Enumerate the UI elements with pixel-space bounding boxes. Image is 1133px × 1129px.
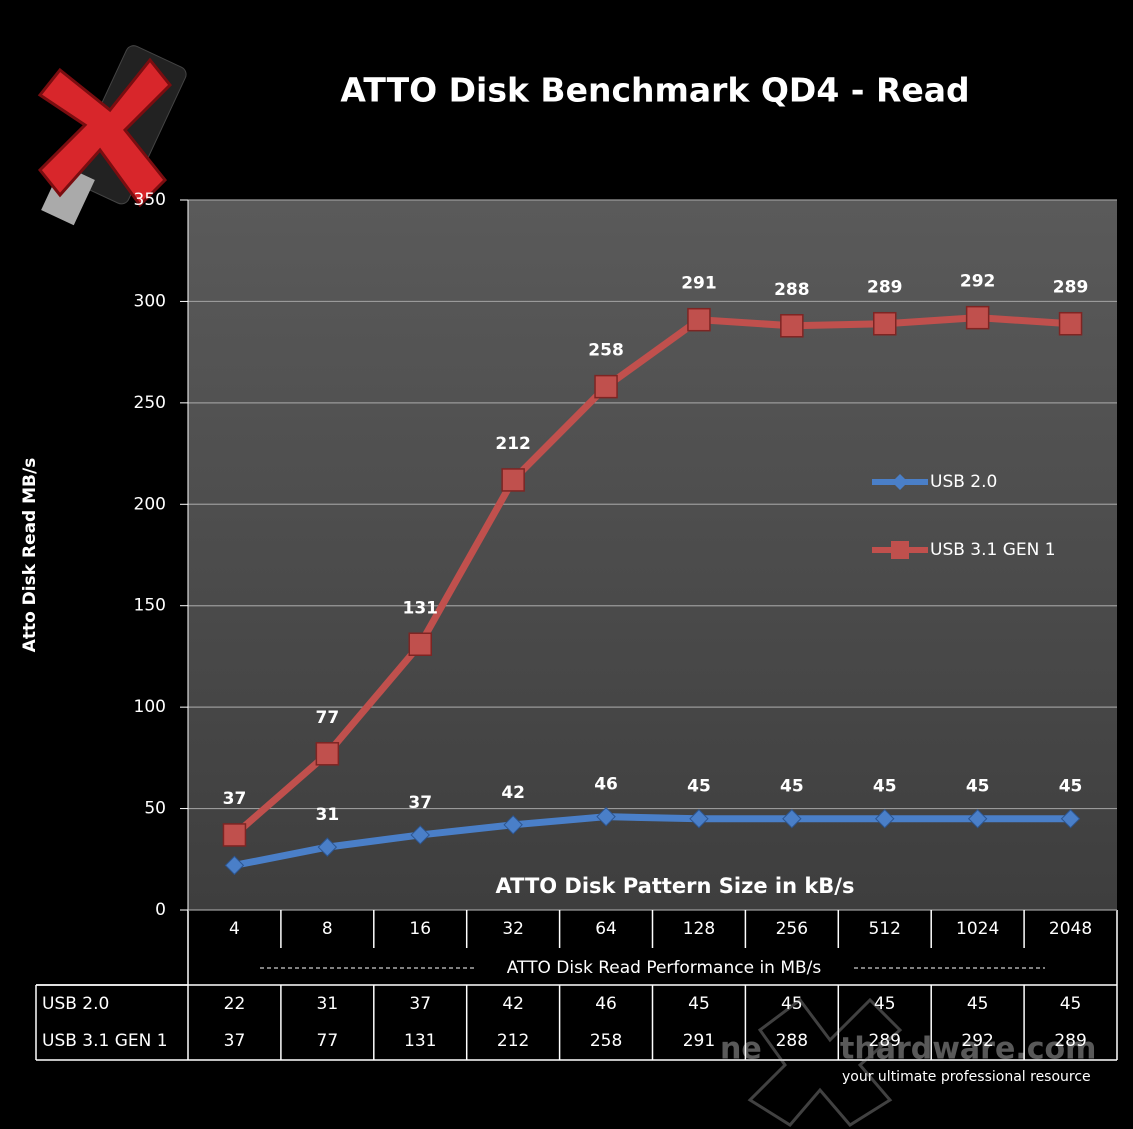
logo	[37, 45, 187, 226]
x-tick-label: 8	[322, 919, 333, 939]
table-cell: 288	[776, 1031, 808, 1051]
table-cell: 46	[595, 994, 617, 1014]
x-tick-label: 1024	[956, 919, 999, 939]
watermark: ne thardware.com	[720, 997, 1096, 1127]
y-tick-label: 350	[134, 190, 166, 210]
table-cell: 45	[781, 994, 803, 1014]
table-cell: 289	[1054, 1031, 1086, 1051]
data-point	[965, 305, 990, 330]
x-tick-label: 512	[869, 919, 901, 939]
data-point	[1058, 311, 1083, 336]
data-label: 288	[774, 280, 810, 300]
x-tick-label: 64	[595, 919, 617, 939]
data-label: 45	[873, 777, 897, 797]
y-tick-label: 50	[144, 799, 166, 819]
y-axis-label: Atto Disk Read MB/s	[20, 458, 40, 653]
data-point	[317, 837, 338, 857]
table-cell: 37	[409, 994, 431, 1014]
data-label: 45	[966, 777, 990, 797]
x-tick-label: 32	[502, 919, 524, 939]
table-cell: 37	[224, 1031, 246, 1051]
data-point	[408, 632, 432, 657]
table-cell: 45	[1060, 994, 1082, 1014]
table-cell: 131	[404, 1031, 436, 1051]
legend-label: USB 2.0	[930, 472, 997, 492]
table-cell: 212	[497, 1031, 529, 1051]
table-title: ATTO Disk Read Performance in MB/s	[507, 958, 822, 978]
table-cell: 45	[967, 994, 989, 1014]
data-point	[873, 311, 897, 336]
data-point	[594, 374, 618, 399]
data-label: 45	[1059, 777, 1083, 797]
data-point	[782, 809, 802, 829]
data-label: 31	[316, 805, 340, 825]
data-point	[503, 815, 523, 835]
legend-marker	[892, 474, 908, 490]
data-label: 42	[501, 783, 525, 803]
series-line	[233, 813, 1071, 869]
y-tick-label: 100	[134, 697, 166, 717]
data-label: 291	[681, 274, 717, 294]
y-tick-label: 300	[134, 291, 166, 311]
data-point	[315, 742, 340, 766]
x-tick-label: 2048	[1049, 919, 1092, 939]
data-point	[224, 855, 245, 876]
data-point	[222, 823, 247, 847]
data-point	[501, 468, 525, 492]
data-label: 37	[408, 793, 432, 813]
table-cell: 22	[224, 994, 246, 1014]
data-point	[780, 314, 804, 338]
watermark-tagline: your ultimate professional resource	[842, 1069, 1091, 1085]
table-cell: 292	[961, 1031, 993, 1051]
table-cell: 77	[317, 1031, 339, 1051]
data-label: 77	[316, 708, 340, 728]
y-tick-label: 150	[134, 596, 166, 616]
x-tick-label: 256	[776, 919, 808, 939]
x-axis-label: ATTO Disk Pattern Size in kB/s	[496, 874, 855, 898]
table-row-label: USB 2.0	[42, 994, 109, 1014]
data-point	[687, 307, 711, 332]
data-point	[875, 809, 895, 829]
data-label: 45	[780, 777, 804, 797]
data-label: 37	[223, 789, 247, 809]
data-label: 131	[403, 598, 439, 618]
table-cell: 31	[317, 994, 339, 1014]
data-table	[35, 910, 1118, 1061]
data-point	[410, 825, 430, 845]
table-cell: 42	[502, 994, 524, 1014]
legend-label: USB 3.1 GEN 1	[930, 540, 1056, 560]
table-row-label: USB 3.1 GEN 1	[42, 1031, 168, 1051]
watermark-text: ne	[720, 1032, 762, 1067]
x-tick-label: 128	[683, 919, 715, 939]
data-label: 289	[1053, 278, 1089, 298]
data-label: 289	[867, 278, 903, 298]
y-tick-label: 250	[134, 393, 166, 413]
data-label: 212	[495, 434, 531, 454]
data-point	[596, 806, 616, 827]
data-point	[689, 809, 709, 829]
data-label: 46	[594, 775, 618, 795]
table-cell: 289	[869, 1031, 901, 1051]
y-tick-label: 200	[134, 494, 166, 514]
x-tick-label: 4	[229, 919, 240, 939]
series-line	[232, 314, 1071, 838]
data-label: 45	[687, 777, 711, 797]
data-point	[1060, 809, 1081, 829]
data-label: 258	[588, 341, 624, 361]
data-point	[967, 809, 988, 829]
table-cell: 258	[590, 1031, 622, 1051]
watermark-text: thardware.com	[840, 1032, 1096, 1067]
chart-title: ATTO Disk Benchmark QD4 - Read	[340, 71, 969, 110]
x-tick-label: 16	[409, 919, 431, 939]
y-tick-label: 0	[155, 900, 166, 920]
table-cell: 291	[683, 1031, 715, 1051]
legend-marker	[891, 541, 909, 559]
data-label: 292	[960, 272, 996, 292]
table-cell: 45	[688, 994, 710, 1014]
table-cell: 45	[874, 994, 896, 1014]
